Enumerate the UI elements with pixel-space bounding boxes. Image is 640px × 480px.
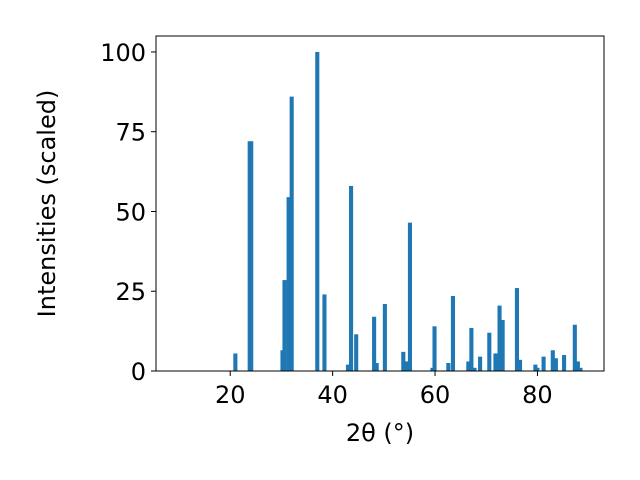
bar — [286, 197, 291, 371]
bar — [472, 367, 477, 371]
bar — [401, 351, 406, 371]
bar — [500, 319, 505, 371]
bar — [430, 367, 435, 371]
bar — [550, 350, 555, 371]
bar — [553, 358, 558, 371]
x-axis-label: 2θ (°) — [346, 419, 414, 447]
bar — [372, 316, 377, 371]
x-tick-label: 80 — [522, 381, 553, 409]
bar — [478, 356, 483, 371]
bar — [315, 51, 320, 371]
bar — [407, 222, 412, 371]
x-tick-label: 20 — [215, 381, 246, 409]
y-tick-label: 75 — [115, 119, 146, 147]
bar — [354, 334, 359, 371]
y-tick-label: 0 — [131, 358, 146, 386]
bar — [349, 185, 354, 371]
bar — [249, 141, 254, 371]
bar — [493, 353, 498, 371]
bar — [497, 305, 502, 371]
bar — [572, 324, 577, 371]
bar — [469, 327, 474, 371]
bar — [562, 355, 567, 371]
bar — [541, 356, 546, 371]
bar — [450, 296, 456, 371]
bar — [466, 361, 471, 371]
bar — [282, 280, 287, 371]
bar — [382, 304, 387, 371]
bar — [289, 96, 294, 372]
bar — [374, 363, 379, 371]
y-tick-label: 25 — [115, 278, 146, 306]
bar — [487, 332, 492, 371]
bar — [514, 288, 520, 371]
bar — [345, 364, 351, 371]
bar — [517, 359, 523, 371]
y-tick-label: 100 — [100, 39, 146, 67]
bar — [446, 363, 451, 371]
x-tick-label: 60 — [420, 381, 451, 409]
bar — [578, 367, 583, 371]
bar — [404, 361, 409, 371]
bar — [432, 326, 437, 371]
plot-frame — [155, 35, 605, 372]
x-axis-ticks: 20 40 60 80 — [215, 371, 553, 409]
y-tick-label: 50 — [115, 198, 146, 226]
bar — [322, 294, 327, 371]
bar — [575, 361, 580, 371]
y-axis-label: Intensities (scaled) — [33, 90, 61, 318]
bar — [233, 353, 238, 371]
bars-group — [233, 51, 583, 372]
x-tick-label: 40 — [317, 381, 348, 409]
bar — [535, 367, 540, 371]
y-axis-ticks: 0 25 50 75 100 — [100, 39, 156, 386]
